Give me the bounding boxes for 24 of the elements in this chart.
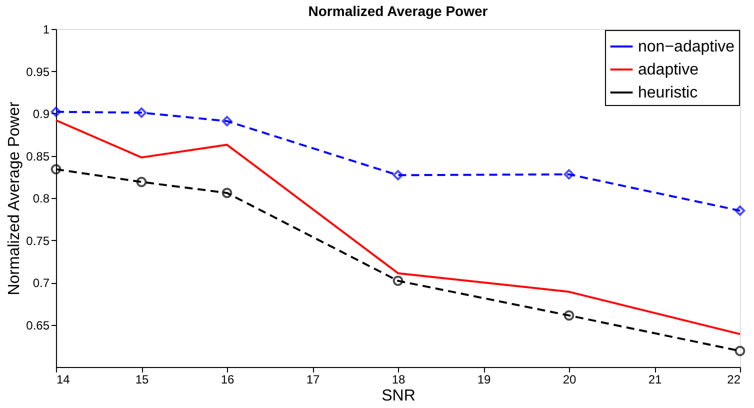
legend-label: adaptive	[638, 62, 699, 78]
x-tick-label: 15	[135, 372, 149, 386]
y-axis-title: Normalized Average Power	[6, 101, 24, 296]
x-tick-label: 22	[727, 372, 741, 386]
y-tick-label: 0.85	[26, 149, 50, 164]
legend-label: non−adaptive	[638, 38, 735, 56]
x-tick-label: 21	[648, 372, 662, 386]
x-tick-label: 17	[306, 372, 320, 386]
line-series	[55, 119, 741, 336]
y-tick-label: 0.9	[32, 107, 50, 121]
y-tick-label: 0.95	[26, 64, 50, 79]
x-tick-label: 18	[392, 372, 406, 386]
x-tick-label: 14	[56, 372, 70, 386]
x-axis-title: SNR	[382, 388, 416, 404]
y-tick-label: 1	[42, 22, 50, 36]
x-tick-label: 20	[562, 372, 576, 386]
x-tick-label: 16	[220, 372, 234, 386]
x-tick-label: 19	[477, 372, 491, 386]
y-tick-label: 0.65	[26, 318, 50, 332]
y-tick-label: 0.75	[26, 234, 50, 248]
y-tick-label: 0.7	[32, 276, 50, 290]
y-tick-label: 0.8	[32, 192, 50, 206]
legend-label: heuristic	[638, 84, 698, 102]
chart-title: Normalized Average Power	[308, 3, 488, 19]
